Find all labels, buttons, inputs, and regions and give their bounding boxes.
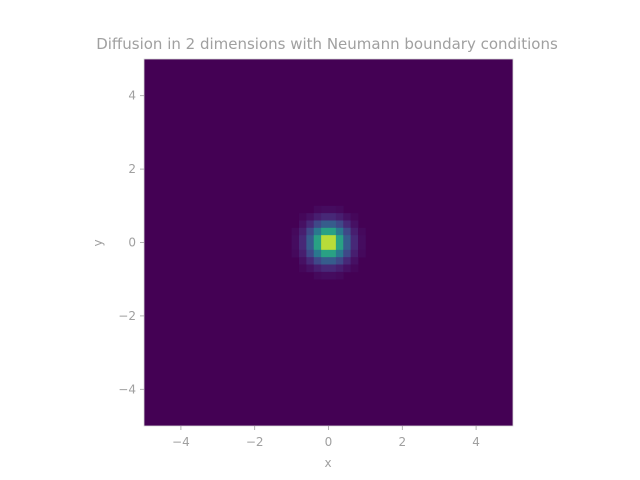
heatmap-cell	[335, 220, 344, 229]
y-tick-label: −4	[118, 382, 136, 396]
heatmap-cell	[313, 205, 322, 214]
heatmap-cell	[335, 227, 344, 236]
heatmap-cell	[335, 242, 344, 251]
heatmap-cell	[328, 264, 337, 273]
heatmap-cell	[350, 220, 359, 229]
heatmap-cell	[335, 205, 344, 214]
heatmap-cell	[291, 227, 300, 236]
heatmap-cell	[321, 257, 329, 265]
heatmap-cell	[343, 227, 351, 236]
heatmap-cell	[313, 220, 322, 229]
heatmap-cell	[321, 213, 329, 221]
heatmap-cell	[298, 213, 307, 221]
heatmap-cell	[321, 227, 329, 236]
y-tick-label: −2	[118, 309, 136, 323]
heatmap-cell	[358, 242, 366, 251]
y-axis-ticks: −4 −2 0 2 4	[118, 89, 144, 396]
heatmap-cell	[298, 257, 307, 265]
heatmap-cell	[313, 257, 322, 265]
heatmap-cell	[328, 227, 337, 236]
y-axis-label: y	[91, 239, 105, 246]
heatmap-cell	[350, 227, 359, 236]
heatmap-cell	[321, 205, 329, 214]
heatmap-cell	[306, 257, 315, 265]
heatmap-cell	[313, 235, 322, 243]
heatmap-cell	[335, 213, 344, 221]
heatmap-cell	[306, 235, 315, 243]
heatmap-cell	[313, 264, 322, 273]
heatmap-cell	[343, 242, 351, 251]
heatmap-cell	[321, 264, 329, 273]
heatmap-cell	[328, 220, 337, 229]
heatmap-cell	[335, 271, 344, 280]
heatmap-cell	[306, 264, 315, 273]
heatmap-cell	[298, 242, 307, 251]
heatmap-cell	[343, 213, 351, 221]
heatmap-cell	[298, 264, 307, 273]
heatmap-cell	[298, 227, 307, 236]
heatmap-cell	[321, 220, 329, 229]
x-tick-label: 4	[472, 435, 480, 449]
heatmap-cell	[335, 235, 344, 243]
y-tick-label: 4	[128, 89, 136, 103]
heatmap-cell	[350, 264, 359, 273]
x-axis-ticks: −4 −2 0 2 4	[172, 426, 480, 449]
heatmap-cell	[350, 242, 359, 251]
x-tick-label: −2	[246, 435, 264, 449]
heatmap-cell	[328, 213, 337, 221]
heatmap-cell	[343, 220, 351, 229]
heatmap-cell	[298, 220, 307, 229]
heatmap-cell	[313, 213, 322, 221]
heatmap-cell	[358, 235, 366, 243]
y-tick-label: 2	[128, 162, 136, 176]
heatmap-cell	[343, 235, 351, 243]
heatmap-cell	[321, 235, 329, 243]
heatmap-cell	[306, 242, 315, 251]
heatmap-cell	[358, 249, 366, 258]
heatmap-cell	[343, 249, 351, 258]
heatmap-cell	[335, 264, 344, 273]
heatmap-cell	[298, 249, 307, 258]
x-axis-label: x	[324, 456, 331, 470]
x-tick-label: 0	[325, 435, 333, 449]
heatmap-cell	[321, 249, 329, 258]
heatmap-cell	[343, 257, 351, 265]
heatmap-cell	[328, 235, 337, 243]
heatmap-cell	[335, 249, 344, 258]
heatmap-cell	[291, 235, 300, 243]
heatmap-cell	[313, 271, 322, 280]
heatmap-cell	[291, 242, 300, 251]
heatmap-cell	[328, 242, 337, 251]
heatmap-cell	[321, 242, 329, 251]
heatmap-cell	[350, 213, 359, 221]
heatmap-cell	[328, 271, 337, 280]
chart-title: Diffusion in 2 dimensions with Neumann b…	[96, 35, 558, 53]
heatmap-cell	[298, 235, 307, 243]
heatmap-cell	[313, 227, 322, 236]
heatmap-cell	[313, 249, 322, 258]
x-tick-label: −4	[172, 435, 190, 449]
heatmap-cell	[328, 249, 337, 258]
heatmap-cell	[306, 213, 315, 221]
heatmap-cell	[306, 227, 315, 236]
x-tick-label: 2	[398, 435, 406, 449]
heatmap-cell	[306, 220, 315, 229]
heatmap-cell	[313, 242, 322, 251]
heatmap-cell	[343, 264, 351, 273]
heatmap-cell	[350, 257, 359, 265]
heatmap-cell	[358, 227, 366, 236]
heatmap-cell	[321, 271, 329, 280]
heatmap-cell	[350, 249, 359, 258]
heatmap-cell	[335, 257, 344, 265]
heatmap-cell	[306, 249, 315, 258]
heatmap-cell	[328, 205, 337, 214]
y-tick-label: 0	[128, 236, 136, 250]
heatmap-cell	[291, 249, 300, 258]
heatmap-image	[144, 59, 513, 426]
heatmap-cell	[350, 235, 359, 243]
heatmap-cell	[328, 257, 337, 265]
